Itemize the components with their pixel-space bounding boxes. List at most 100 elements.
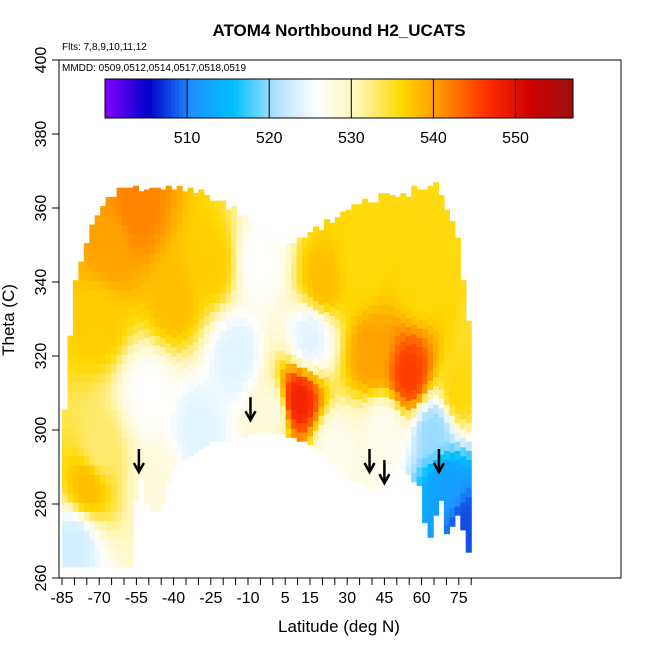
heatmap-cell [116, 548, 123, 559]
heatmap-cell [422, 365, 429, 376]
heatmap-cell [116, 391, 123, 401]
heatmap-cell [373, 285, 380, 296]
heatmap-cell [416, 430, 423, 440]
heatmap-cell [307, 361, 314, 372]
heatmap-cell [149, 317, 156, 327]
heatmap-cell [143, 457, 150, 468]
heatmap-cell [258, 276, 265, 287]
heatmap-cell [318, 295, 325, 305]
colorbar-swatch [307, 79, 313, 118]
heatmap-cell [83, 455, 90, 466]
heatmap-cell [176, 324, 183, 335]
heatmap-cell [367, 267, 374, 277]
heatmap-cell [94, 252, 101, 263]
heatmap-cell [154, 474, 161, 485]
heatmap-cell [449, 295, 456, 305]
heatmap-cell [89, 354, 96, 364]
heatmap-cell [89, 317, 96, 327]
heatmap-cell [83, 437, 90, 448]
heatmap-cell [100, 474, 107, 485]
heatmap-cell [433, 228, 440, 239]
heatmap-cell [154, 270, 161, 281]
heatmap-cell [214, 357, 221, 368]
heatmap-cell [182, 228, 189, 239]
heatmap-cell [405, 455, 412, 466]
heatmap-cell [373, 304, 380, 315]
heatmap-cell [274, 295, 281, 305]
heatmap-cell [72, 557, 79, 568]
colorbar-swatch [370, 79, 375, 118]
heatmap-cell [280, 295, 287, 305]
heatmap-cell [340, 424, 347, 435]
heatmap-cell [127, 428, 134, 438]
heatmap-cell [122, 344, 129, 355]
heatmap-cell [253, 304, 260, 315]
heatmap-cell [94, 400, 101, 411]
heatmap-cell [165, 435, 172, 446]
heatmap-cell [209, 265, 216, 276]
y-tick-label: 280 [33, 491, 50, 518]
heatmap-cell [405, 418, 412, 429]
heatmap-cell [340, 257, 347, 268]
heatmap-cell [302, 422, 309, 433]
heatmap-cell [231, 363, 238, 374]
heatmap-cell [100, 520, 107, 531]
heatmap-cell [143, 448, 150, 459]
heatmap-cell [220, 311, 227, 322]
heatmap-cell [122, 474, 129, 485]
heatmap-cell [214, 237, 221, 248]
heatmap-cell [280, 387, 287, 398]
heatmap-cell [351, 250, 358, 261]
heatmap-cell [356, 222, 363, 233]
heatmap-cell [302, 311, 309, 322]
heatmap-cell [465, 496, 472, 507]
heatmap-cell [334, 337, 341, 348]
heatmap-cell [405, 289, 412, 300]
heatmap-cell [225, 209, 232, 220]
heatmap-cell [231, 252, 238, 263]
heatmap-cell [405, 243, 412, 253]
heatmap-cell [422, 439, 429, 450]
heatmap-cell [351, 454, 358, 464]
heatmap-cell [253, 341, 260, 351]
heatmap-cell [214, 367, 221, 377]
heatmap-cell [83, 326, 90, 337]
heatmap-cell [258, 387, 265, 398]
heatmap-cell [132, 185, 139, 196]
heatmap-cell [149, 224, 156, 235]
heatmap-cell [400, 313, 407, 324]
heatmap-cell [427, 352, 434, 363]
heatmap-cell [449, 248, 456, 259]
heatmap-cell [138, 413, 145, 424]
heatmap-cell [111, 243, 118, 253]
heatmap-cell [334, 448, 341, 459]
heatmap-cell [416, 309, 423, 320]
heatmap-cell [449, 378, 456, 388]
heatmap-cell [449, 322, 456, 333]
heatmap-cell [220, 265, 227, 276]
heatmap-cell [203, 195, 210, 205]
heatmap-cell [143, 485, 150, 496]
heatmap-cell [132, 435, 139, 446]
colorbar-swatch [186, 79, 192, 118]
heatmap-cell [192, 332, 199, 342]
heatmap-cell [100, 280, 107, 290]
heatmap-cell [345, 293, 352, 303]
heatmap-cell [105, 270, 112, 281]
heatmap-cell [154, 335, 161, 346]
heatmap-cell [253, 276, 260, 287]
heatmap-cell [465, 394, 472, 405]
heatmap-cell [94, 557, 101, 568]
heatmap-cell [165, 204, 172, 215]
heatmap-cell [438, 491, 445, 501]
heatmap-cell [192, 322, 199, 333]
heatmap-cell [176, 370, 183, 381]
heatmap-cell [296, 422, 303, 433]
heatmap-cell [351, 398, 358, 409]
heatmap-cell [400, 239, 407, 250]
heatmap-cell [138, 228, 145, 239]
heatmap-cell [236, 400, 243, 411]
heatmap-cell [214, 311, 221, 322]
heatmap-cell [443, 487, 450, 498]
heatmap-cell [83, 511, 90, 522]
